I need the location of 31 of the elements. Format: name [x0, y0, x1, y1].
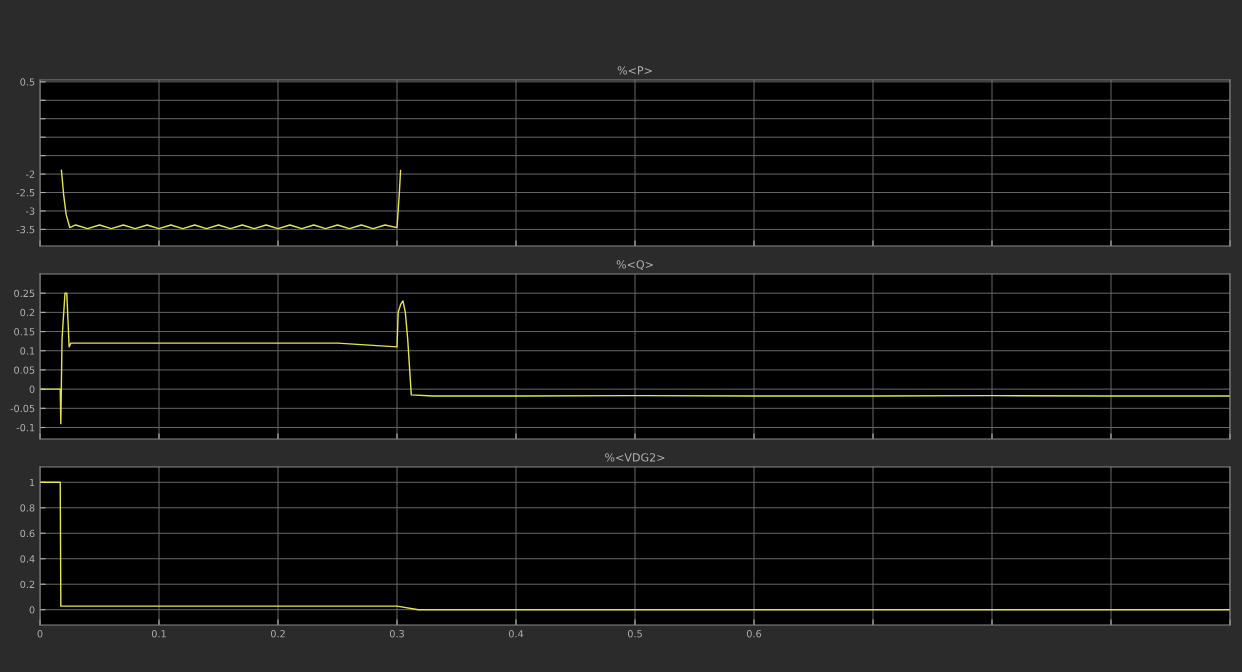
x-tick-label: 0 — [37, 630, 43, 638]
chart-title: %<VDG2> — [605, 453, 665, 462]
y-tick-label: 0.05 — [14, 366, 35, 374]
y-tick-label: 0.2 — [20, 308, 35, 317]
chart-title: %<P> — [617, 66, 652, 75]
y-tick-label: -0.1 — [16, 423, 35, 432]
x-tick-label: 0.4 — [508, 630, 524, 638]
y-tick-label: 0.1 — [20, 347, 35, 355]
chart-title: %<Q> — [616, 260, 653, 270]
x-tick-label: 0.2 — [270, 630, 285, 638]
y-tick-label: 0.5 — [20, 78, 35, 86]
x-tick-label: 0.6 — [746, 630, 762, 638]
x-tick-label: 0.1 — [151, 630, 166, 638]
y-tick-label: 1 — [30, 478, 35, 486]
y-tick-label: 0.25 — [14, 289, 35, 298]
y-tick-label: 0 — [29, 385, 35, 393]
y-tick-label: -2.5 — [16, 188, 35, 197]
y-tick-label: -0.05 — [10, 404, 35, 413]
y-tick-label: 0.8 — [20, 504, 35, 512]
y-tick-label: 0.6 — [20, 529, 35, 538]
y-tick-label: 0.2 — [20, 580, 35, 589]
y-tick-label: -3 — [25, 207, 35, 215]
x-tick-label: 0.3 — [389, 630, 404, 638]
y-tick-label: 0 — [29, 606, 35, 614]
line-series — [40, 292, 1230, 425]
x-tick-label: 0.5 — [627, 630, 642, 638]
y-tick-label: -3.5 — [16, 225, 35, 234]
y-tick-label: -2 — [25, 170, 35, 178]
y-tick-label: 0.15 — [14, 328, 35, 336]
line-series — [60, 169, 402, 230]
y-tick-label: 0.4 — [20, 555, 35, 563]
